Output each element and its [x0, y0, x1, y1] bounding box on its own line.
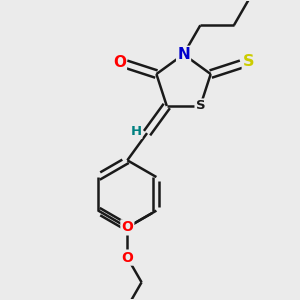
Text: O: O [122, 250, 133, 265]
Text: O: O [122, 220, 133, 234]
Text: N: N [177, 47, 190, 62]
Text: H: H [130, 125, 141, 138]
Text: S: S [243, 54, 254, 69]
Text: O: O [113, 55, 126, 70]
Text: S: S [196, 100, 205, 112]
